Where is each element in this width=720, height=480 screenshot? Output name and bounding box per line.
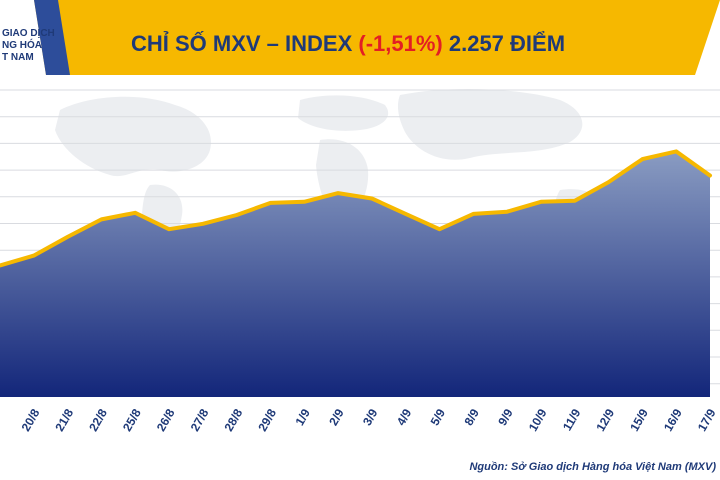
x-tick-label: 21/8 — [52, 406, 76, 434]
logo: GIAO DỊCH NG HÓA T NAM — [2, 28, 55, 63]
x-tick-label: 1/9 — [292, 406, 313, 428]
x-tick-label: 8/9 — [461, 406, 482, 428]
x-tick-label: 22/8 — [86, 406, 110, 434]
area-fill — [0, 151, 710, 397]
x-tick-label: 15/9 — [627, 406, 651, 434]
title-suffix: 2.257 ĐIỂM — [443, 31, 565, 56]
title-prefix: CHỈ SỐ MXV – INDEX — [131, 30, 358, 56]
source-note: Nguồn: Sở Giao dịch Hàng hóa Việt Nam (M… — [469, 461, 716, 473]
x-tick-label: 5/9 — [428, 406, 449, 428]
header-band — [0, 0, 720, 75]
logo-line-3: T NAM — [2, 52, 34, 63]
x-tick-label: 29/8 — [255, 406, 279, 434]
title-change: (-1,51%) — [358, 31, 442, 56]
x-tick-label: 17/9 — [695, 406, 719, 434]
x-tick-label: 26/8 — [154, 406, 178, 434]
x-tick-label: 9/9 — [495, 406, 516, 428]
series-line — [0, 149, 712, 268]
x-tick-label: 11/9 — [560, 406, 584, 433]
logo-line-2: NG HÓA — [2, 38, 42, 51]
x-tick-label: 20/8 — [19, 406, 43, 434]
x-tick-label: 2/9 — [326, 406, 347, 428]
x-tick-label: 27/8 — [188, 406, 212, 434]
x-tick-label: 3/9 — [360, 406, 381, 428]
x-tick-label: 25/8 — [120, 406, 144, 434]
logo-line-1: GIAO DỊCH — [2, 28, 55, 39]
x-tick-label: 28/8 — [221, 406, 245, 434]
x-axis-labels: 20/8 21/8 22/8 25/8 26/8 27/8 28/8 29/8 1/9 2/9 3/… — [19, 406, 719, 434]
x-tick-label: 12/9 — [593, 406, 617, 434]
x-tick-label: 10/9 — [526, 406, 550, 434]
x-tick-label: 4/9 — [394, 406, 415, 428]
chart-title: CHỈ SỐ MXV – INDEX (-1,51%) 2.257 ĐIỂM — [131, 30, 565, 56]
x-tick-label: 16/9 — [661, 406, 685, 434]
